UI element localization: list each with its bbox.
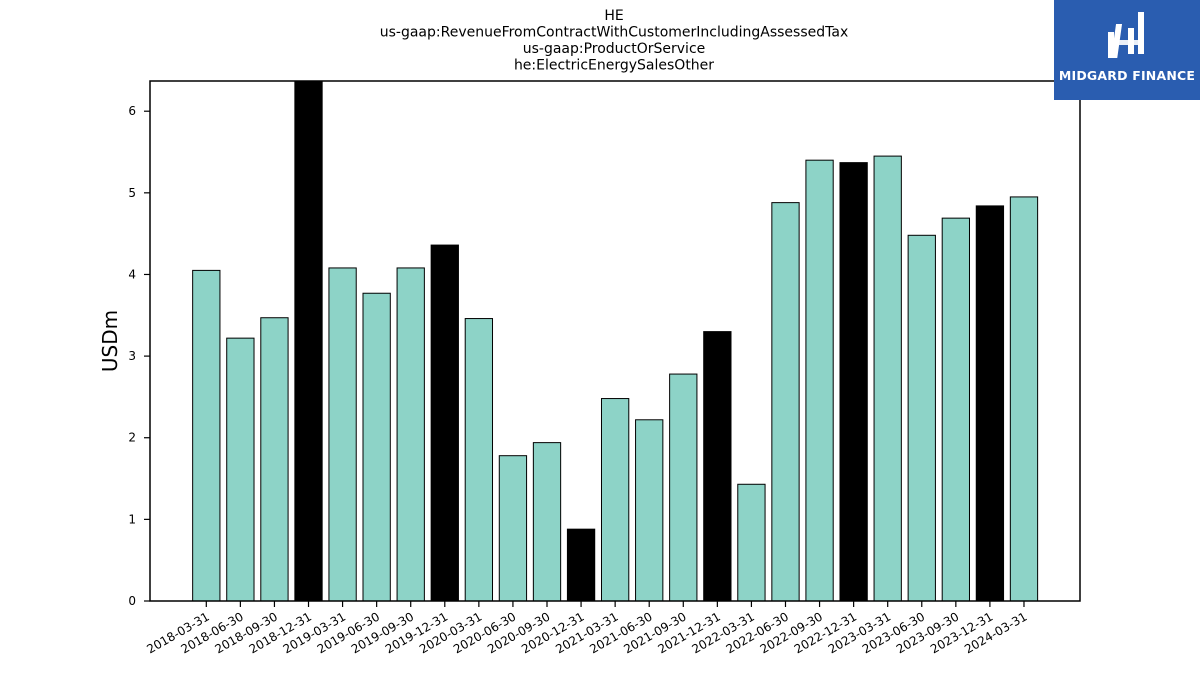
bar <box>396 267 425 601</box>
chart-title-line: HE <box>604 8 623 24</box>
bar <box>703 331 732 601</box>
bar <box>600 398 630 601</box>
bar <box>192 269 221 601</box>
bars <box>192 81 1039 601</box>
y-tick-label: 3 <box>128 349 136 363</box>
chart-title-line: us-gaap:RevenueFromContractWithCustomerI… <box>380 25 849 41</box>
bar <box>771 202 800 601</box>
y-tick-label: 4 <box>128 267 136 281</box>
bar <box>873 155 902 601</box>
y-tick-label: 1 <box>128 512 136 526</box>
chart-title: HEus-gaap:RevenueFromContractWithCustome… <box>380 8 849 74</box>
y-axis-ticks: 0 1 2 3 4 5 6 <box>128 104 150 608</box>
bar <box>669 373 698 601</box>
bar <box>839 162 868 601</box>
bar <box>328 267 357 601</box>
bar <box>635 419 664 601</box>
y-axis-label: USDm <box>98 310 122 372</box>
chart-title-line: us-gaap:ProductOrService <box>523 41 706 57</box>
bar <box>566 528 596 601</box>
brand-logo: MIDGARD FINANCE <box>1054 0 1200 100</box>
y-tick-label: 2 <box>128 431 136 445</box>
bar <box>1009 196 1039 601</box>
bar <box>226 337 255 601</box>
x-axis-ticks: 2018-03-312018-06-302018-09-302018-12-31… <box>144 601 1029 656</box>
bar <box>805 159 834 601</box>
bar <box>430 244 459 601</box>
bar <box>941 217 970 601</box>
bar <box>260 317 289 601</box>
y-tick-label: 6 <box>128 104 136 118</box>
logo-text: MIDGARD FINANCE <box>1058 68 1196 83</box>
bar <box>294 81 323 601</box>
bar <box>498 455 528 601</box>
y-tick-label: 5 <box>128 186 136 200</box>
bar <box>532 442 562 601</box>
bar <box>464 318 494 601</box>
bar <box>737 483 766 601</box>
bar <box>975 205 1005 601</box>
bar <box>907 234 936 601</box>
bar <box>362 292 391 601</box>
y-tick-label: 0 <box>128 594 136 608</box>
chart-title-line: he:ElectricEnergySalesOther <box>514 58 714 74</box>
logo-mark-icon <box>1108 12 1144 58</box>
